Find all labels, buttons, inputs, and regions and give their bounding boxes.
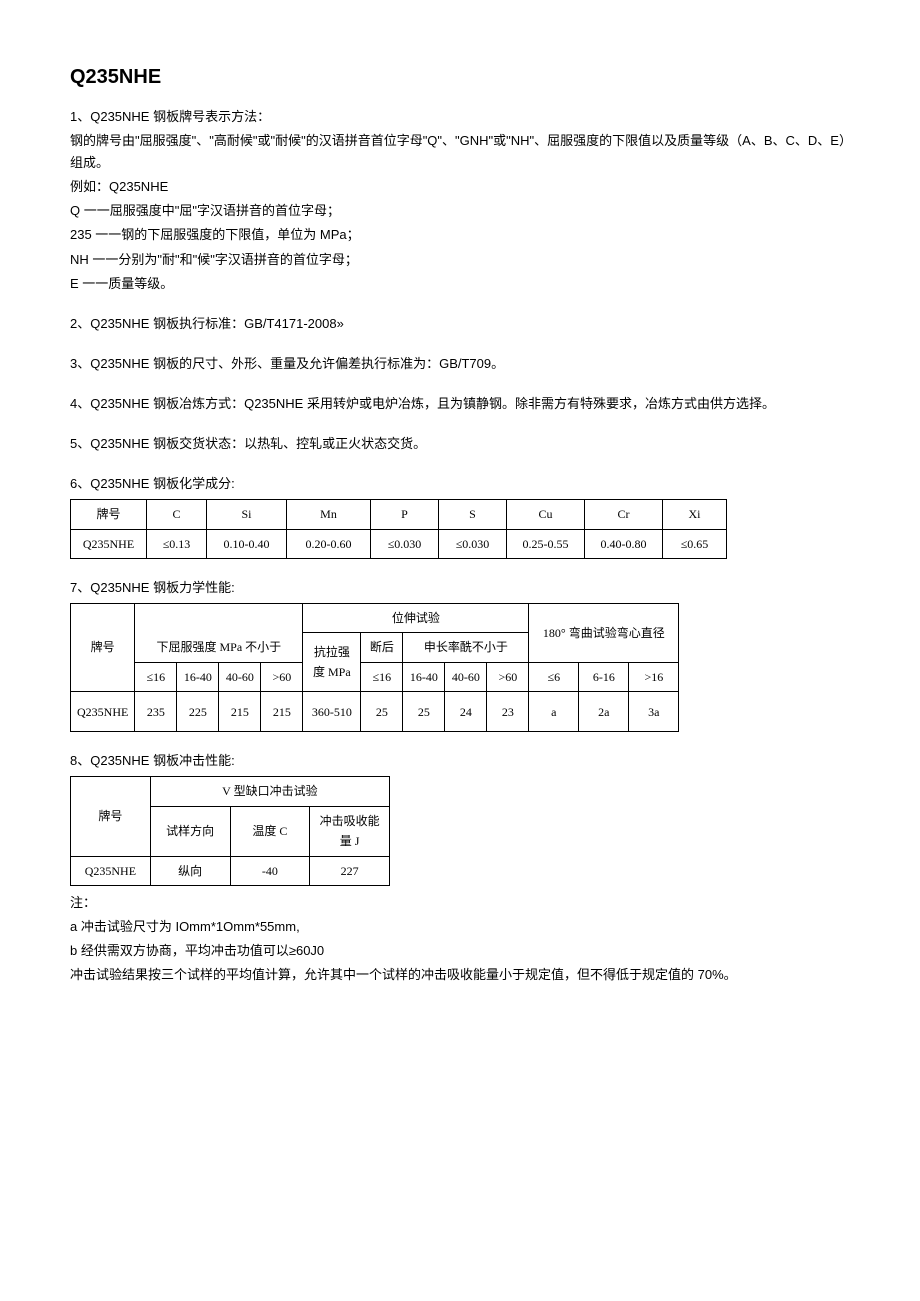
cell: 申长率酰不小于 (403, 633, 529, 662)
table-row: Q235NHE 纵向 -40 227 (71, 856, 390, 885)
cell: ≤6 (529, 662, 579, 691)
cell: 0.25-0.55 (507, 529, 585, 558)
cell: 360-510 (303, 692, 361, 732)
cell: 235 (135, 692, 177, 732)
cell: 牌号 (71, 777, 151, 856)
section1-p4: 235 一一钢的下屈服强度的下限值，单位为 MPa； (70, 224, 850, 246)
cell: 180° 弯曲试验弯心直径 (529, 604, 679, 663)
cell: 215 (219, 692, 261, 732)
cell: 温度 C (230, 806, 310, 856)
note-a: a 冲击试验尺寸为 IOmm*1Omm*55mm, (70, 916, 850, 938)
cell: 24 (445, 692, 487, 732)
section7-heading: 7、Q235NHE 钢板力学性能: (70, 577, 850, 599)
chemical-composition-table: 牌号 C Si Mn P S Cu Cr Xi Q235NHE ≤0.13 0.… (70, 499, 727, 559)
cell: 纵向 (150, 856, 230, 885)
cell: 25 (403, 692, 445, 732)
cell: 断后 (361, 633, 403, 662)
cell: 215 (261, 692, 303, 732)
cell: ≤0.13 (147, 529, 207, 558)
cell: 16-40 (403, 662, 445, 691)
section3: 3、Q235NHE 钢板的尺寸、外形、重量及允许偏差执行标准为：GB/T709。 (70, 353, 850, 375)
cell: Q235NHE (71, 856, 151, 885)
cell: ≤0.65 (663, 529, 727, 558)
note-c: 冲击试验结果按三个试样的平均值计算，允许其中一个试样的冲击吸收能量小于规定值，但… (70, 964, 850, 986)
cell: Cu (507, 500, 585, 529)
cell: 40-60 (445, 662, 487, 691)
cell: ≤16 (361, 662, 403, 691)
section1-heading: 1、Q235NHE 钢板牌号表示方法： (70, 106, 850, 128)
cell: 牌号 (71, 604, 135, 692)
cell: Cr (585, 500, 663, 529)
cell: 抗拉强度 MPa (303, 633, 361, 692)
table-row: 牌号 位伸试验 180° 弯曲试验弯心直径 (71, 604, 679, 633)
table-row: 牌号 V 型缺口冲击试验 (71, 777, 390, 806)
table-row: Q235NHE ≤0.13 0.10-0.40 0.20-0.60 ≤0.030… (71, 529, 727, 558)
section1-p6: E 一一质量等级。 (70, 273, 850, 295)
cell: 牌号 (71, 500, 147, 529)
cell: 6-16 (579, 662, 629, 691)
section1-p2: 例如：Q235NHE (70, 176, 850, 198)
cell: >16 (629, 662, 679, 691)
notes-heading: 注： (70, 892, 850, 914)
cell: 3a (629, 692, 679, 732)
cell: C (147, 500, 207, 529)
table-row: ≤16 16-40 40-60 >60 ≤16 16-40 40-60 >60 … (71, 662, 679, 691)
table-row: Q235NHE 235 225 215 215 360-510 25 25 24… (71, 692, 679, 732)
cell: -40 (230, 856, 310, 885)
cell: 25 (361, 692, 403, 732)
note-b: b 经供需双方协商，平均冲击功值可以≥60J0 (70, 940, 850, 962)
cell-empty (135, 604, 303, 633)
cell: 16-40 (177, 662, 219, 691)
cell: Xi (663, 500, 727, 529)
impact-properties-table: 牌号 V 型缺口冲击试验 试样方向 温度 C 冲击吸收能量 J Q235NHE … (70, 776, 390, 886)
cell: 试样方向 (150, 806, 230, 856)
section4: 4、Q235NHE 钢板冶炼方式：Q235NHE 采用转炉或电炉冶炼，且为镇静钢… (70, 393, 850, 415)
cell: 0.10-0.40 (207, 529, 287, 558)
cell: 225 (177, 692, 219, 732)
cell: V 型缺口冲击试验 (150, 777, 389, 806)
section6-heading: 6、Q235NHE 钢板化学成分: (70, 473, 850, 495)
cell: 下屈服强度 MPa 不小于 (135, 633, 303, 662)
page-title: Q235NHE (70, 60, 850, 94)
cell: Mn (287, 500, 371, 529)
cell: >60 (261, 662, 303, 691)
cell: 0.20-0.60 (287, 529, 371, 558)
section1-p1: 钢的牌号由"屈服强度"、"高耐候"或"耐候"的汉语拼音首位字母"Q"、"GNH"… (70, 130, 850, 174)
cell: 227 (310, 856, 390, 885)
section1-p5: NH 一一分别为"耐"和"候"字汉语拼音的首位字母； (70, 249, 850, 271)
cell: S (439, 500, 507, 529)
cell: ≤16 (135, 662, 177, 691)
cell: Q235NHE (71, 692, 135, 732)
cell: 位伸试验 (303, 604, 529, 633)
section1-p3: Q 一一屈服强度中"屈"字汉语拼音的首位字母； (70, 200, 850, 222)
cell: 0.40-0.80 (585, 529, 663, 558)
cell: 23 (487, 692, 529, 732)
table-row: 牌号 C Si Mn P S Cu Cr Xi (71, 500, 727, 529)
cell: ≤0.030 (439, 529, 507, 558)
section8-heading: 8、Q235NHE 钢板冲击性能: (70, 750, 850, 772)
cell: a (529, 692, 579, 732)
section5: 5、Q235NHE 钢板交货状态：以热轧、控轧或正火状态交货。 (70, 433, 850, 455)
cell: P (371, 500, 439, 529)
section2: 2、Q235NHE 钢板执行标准：GB/T4171-2008» (70, 313, 850, 335)
mechanical-properties-table: 牌号 位伸试验 180° 弯曲试验弯心直径 下屈服强度 MPa 不小于 抗拉强度… (70, 603, 679, 732)
cell: Si (207, 500, 287, 529)
cell: Q235NHE (71, 529, 147, 558)
cell: >60 (487, 662, 529, 691)
cell: 2a (579, 692, 629, 732)
cell: 冲击吸收能量 J (310, 806, 390, 856)
cell: ≤0.030 (371, 529, 439, 558)
cell: 40-60 (219, 662, 261, 691)
